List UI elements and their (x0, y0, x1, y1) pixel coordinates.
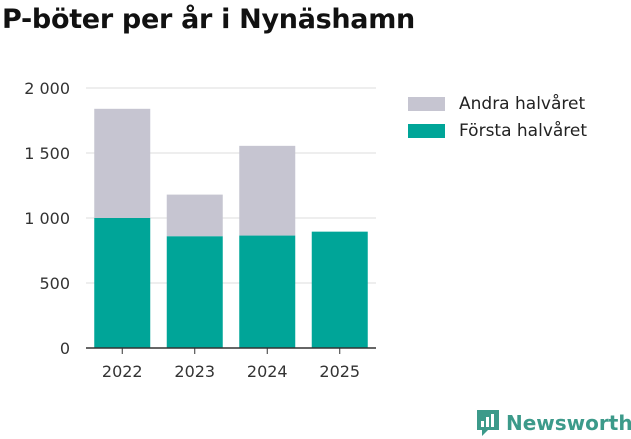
y-tick-label: 500 (39, 274, 70, 293)
bar-2024-series-0[interactable] (239, 235, 296, 348)
bar-2023-series-1[interactable] (166, 194, 223, 237)
legend-item-forsta[interactable]: Första halvåret (408, 117, 587, 144)
legend: Andra halvåret Första halvåret (408, 90, 587, 144)
chart-badge-icon (477, 410, 499, 436)
y-axis-ticks: 0 500 1 000 1 500 2 000 (24, 79, 70, 358)
x-tick-label: 2023 (174, 362, 215, 381)
newsworthy-logo[interactable]: Newsworthy (475, 408, 631, 438)
bar-2025-series-0[interactable] (311, 231, 368, 348)
x-tick-label: 2022 (102, 362, 143, 381)
legend-swatch-forsta (408, 123, 445, 138)
bars (94, 108, 368, 348)
brand-name: Newsworthy (506, 411, 631, 435)
bar-2023-series-0[interactable] (166, 236, 223, 348)
legend-item-andra[interactable]: Andra halvåret (408, 90, 587, 117)
bar-2024-series-1[interactable] (239, 145, 296, 236)
legend-swatch-andra (408, 96, 445, 111)
bar-2022-series-0[interactable] (94, 218, 151, 348)
y-tick-label: 2 000 (24, 79, 70, 98)
legend-label-forsta: Första halvåret (459, 120, 588, 141)
x-tick-label: 2025 (319, 362, 360, 381)
y-tick-label: 1 500 (24, 144, 70, 163)
y-tick-label: 1 000 (24, 209, 70, 228)
bar-2022-series-1[interactable] (94, 108, 151, 218)
x-tick-label: 2024 (247, 362, 288, 381)
chart-title: P-böter per år i Nynäshamn (2, 4, 415, 35)
y-tick-label: 0 (60, 339, 70, 358)
legend-label-andra: Andra halvåret (459, 93, 586, 114)
x-axis-ticks: 2022 2023 2024 2025 (102, 348, 360, 381)
